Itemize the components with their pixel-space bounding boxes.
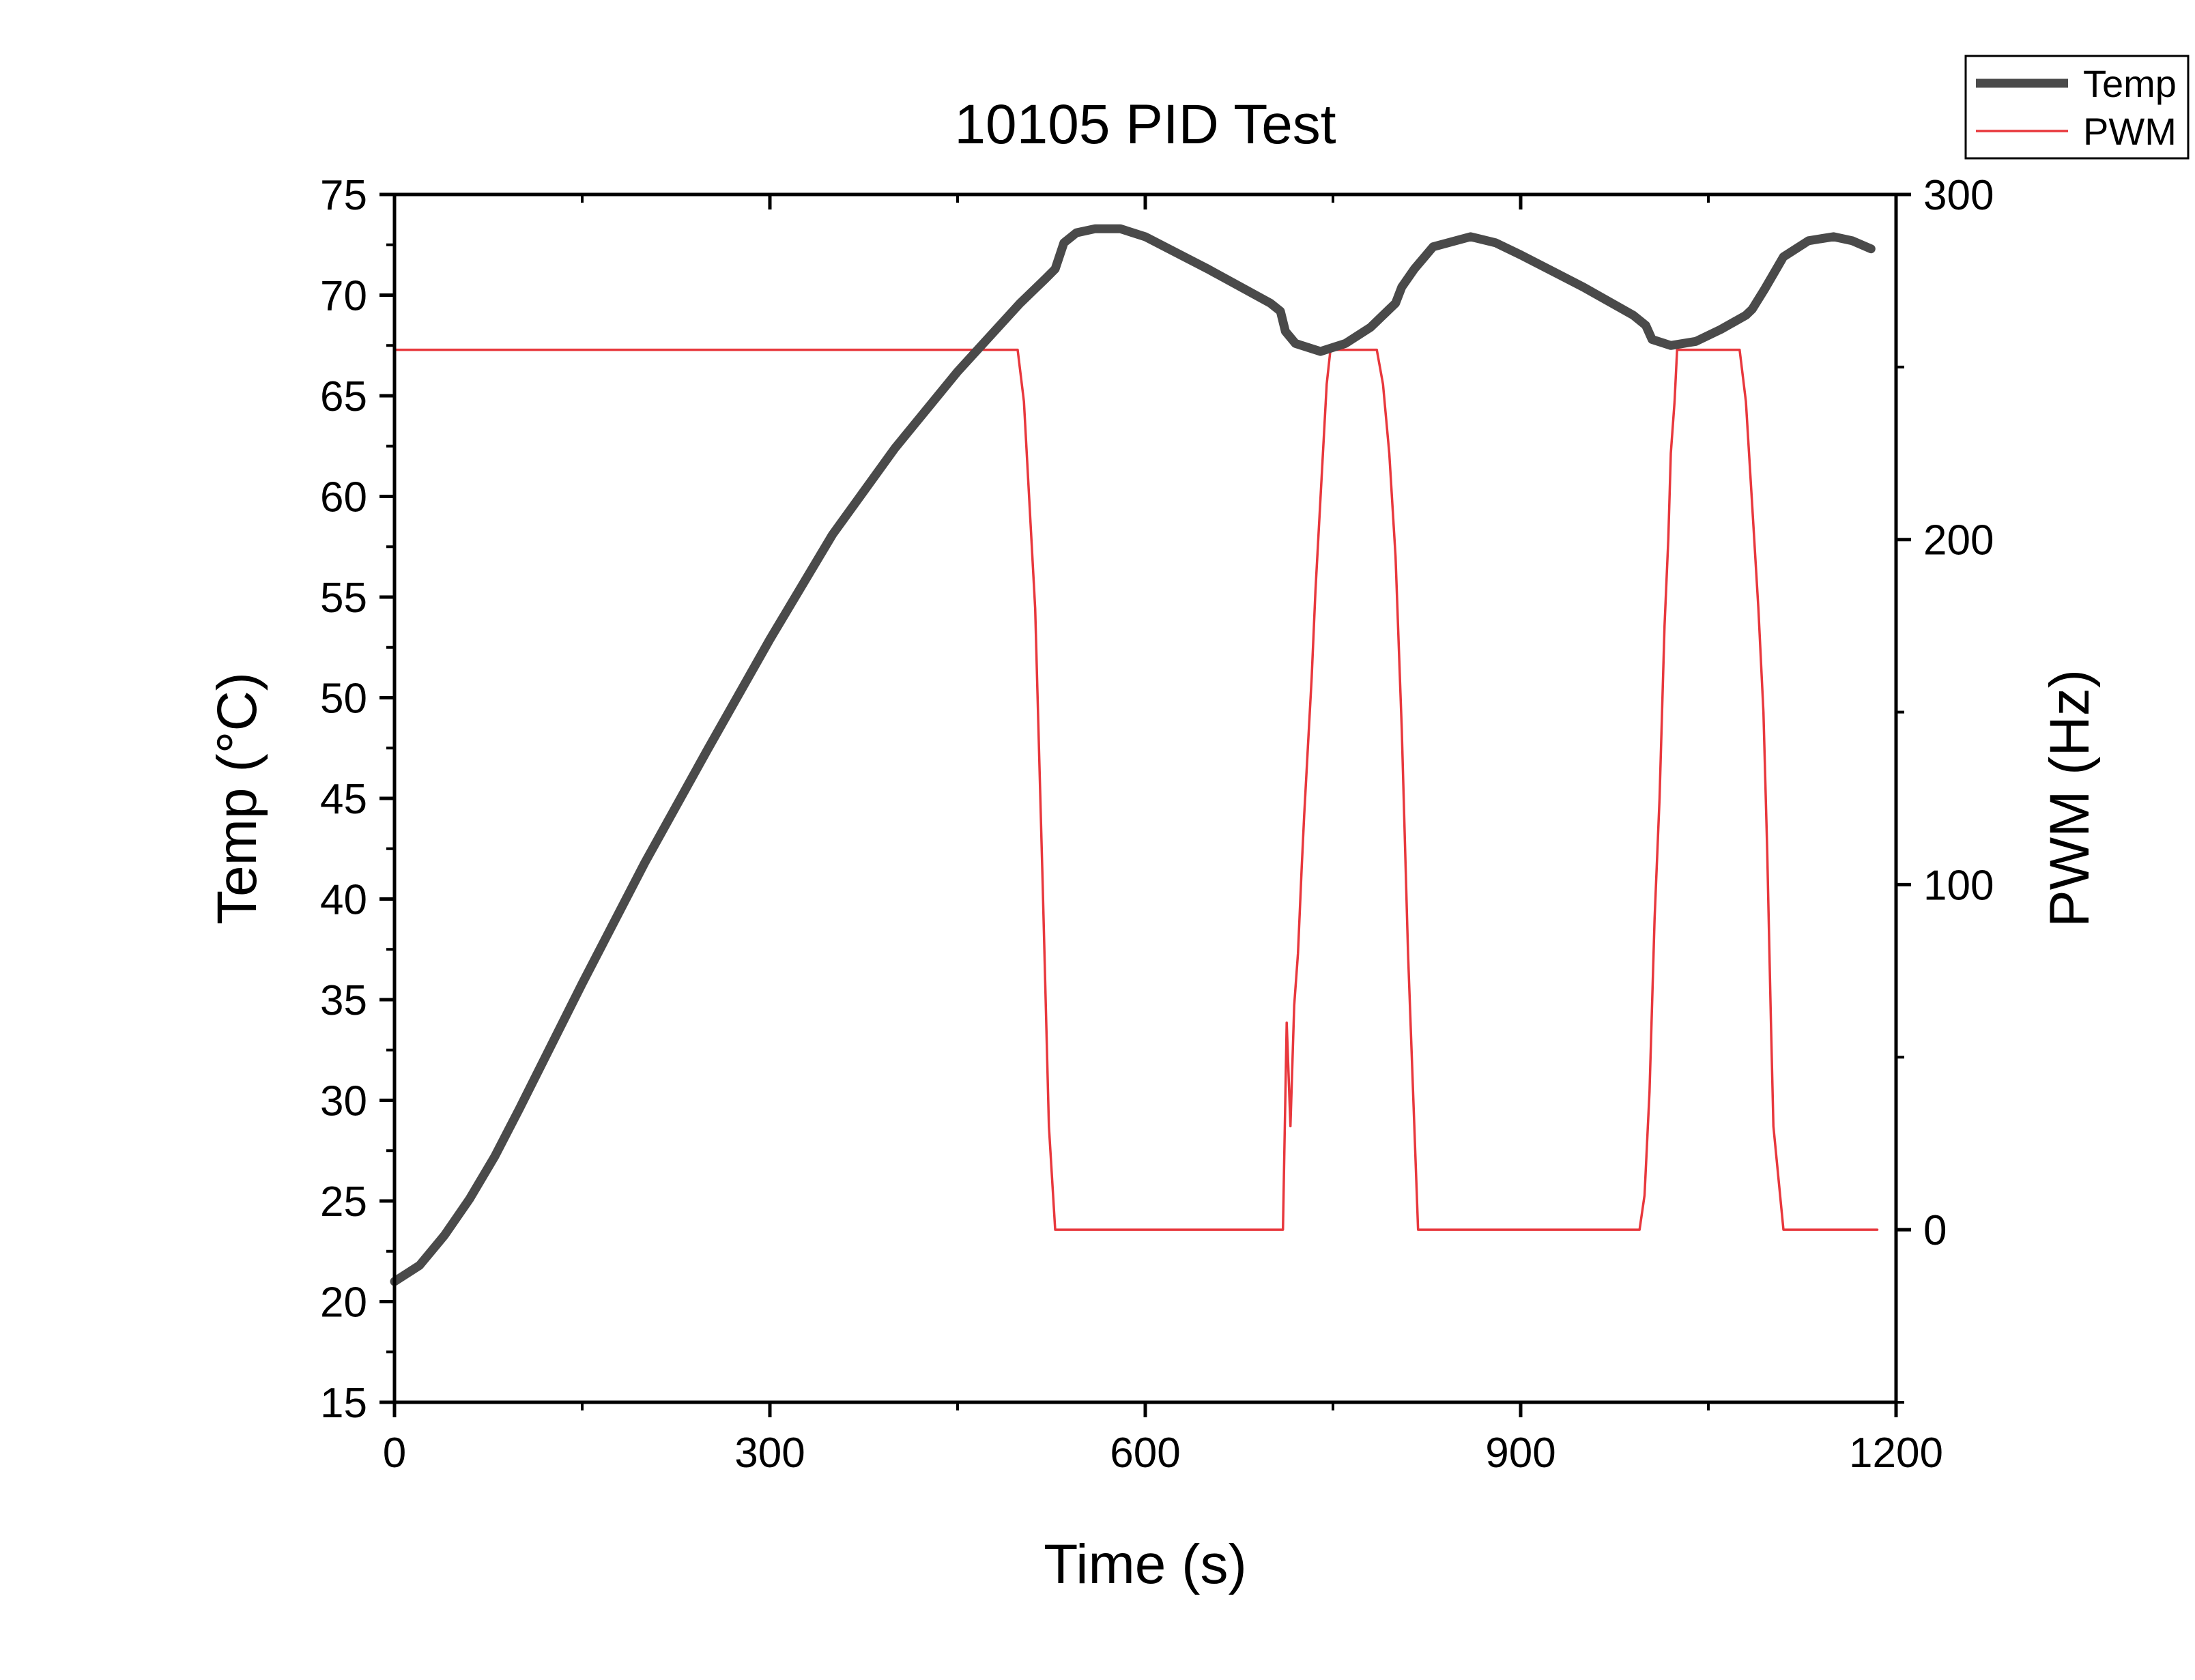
legend: Temp PWM	[1964, 55, 2190, 160]
y-tick-label: 50	[320, 676, 367, 723]
x-axis-label: Time (s)	[1044, 1533, 1247, 1595]
y2-tick-label: 200	[1923, 517, 1994, 564]
y-tick-label: 30	[320, 1078, 367, 1125]
y-tick-label: 65	[320, 373, 367, 420]
y2-tick-label: 100	[1923, 862, 1994, 909]
x-tick-label: 600	[1110, 1430, 1180, 1477]
series-line-pwm	[393, 348, 1879, 1231]
plot-lines	[390, 224, 1879, 1286]
x-tick-label: 900	[1485, 1430, 1555, 1477]
y-tick-label: 75	[320, 172, 367, 219]
y-tick-label: 25	[320, 1178, 367, 1226]
chart-title: 10105 PID Test	[954, 93, 1336, 156]
legend-box	[1964, 55, 2190, 160]
x-tick-label: 1200	[1849, 1430, 1943, 1477]
y2-tick-label: 0	[1923, 1207, 1947, 1254]
y2-tick-label: 300	[1923, 172, 1994, 219]
y-tick-label: 15	[320, 1380, 367, 1427]
y-tick-label: 55	[320, 575, 367, 622]
y-tick-label: 35	[320, 977, 367, 1024]
legend-label-temp: Temp	[2083, 62, 2177, 105]
y-tick-label: 45	[320, 776, 367, 823]
x-tick-label: 300	[734, 1430, 805, 1477]
axes: 0 300 600 900 1200 15 20 25 30 35 40 45 50 55 60 65 70 75…	[320, 172, 1994, 1477]
series-line-temp	[390, 224, 1876, 1286]
legend-label-pwm: PWM	[2083, 110, 2177, 153]
y-tick-label: 20	[320, 1279, 367, 1327]
x-tick-label: 0	[383, 1430, 406, 1477]
y-tick-label: 40	[320, 877, 367, 924]
y2-axis-label: PWM (Hz)	[2039, 669, 2101, 927]
y-tick-label: 60	[320, 474, 367, 521]
y-tick-label: 70	[320, 273, 367, 320]
y-axis-label: Temp (°C)	[206, 672, 268, 925]
